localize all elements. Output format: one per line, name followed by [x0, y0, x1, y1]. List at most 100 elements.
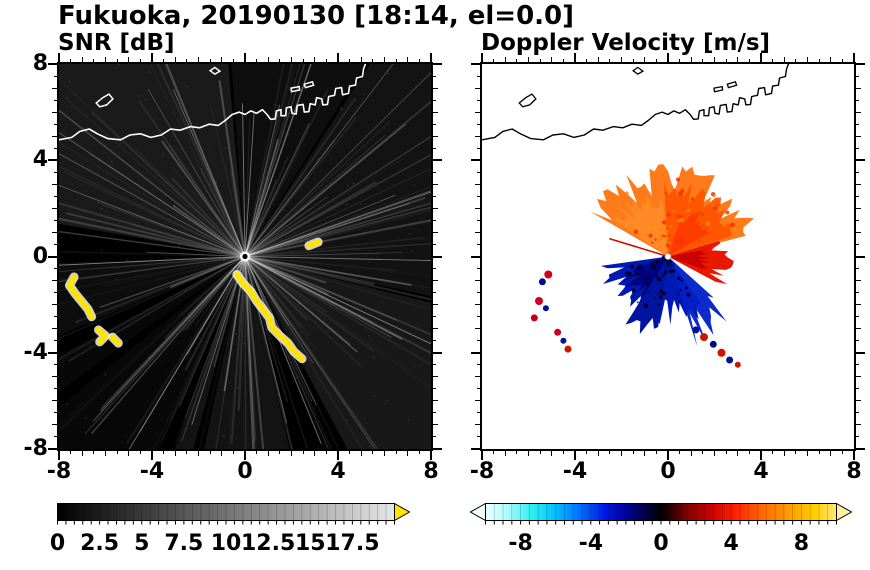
axis-tick	[477, 316, 480, 318]
axis-tick	[52, 207, 57, 209]
axis-tick	[54, 219, 57, 221]
axis-tick	[325, 451, 327, 454]
axis-tick	[52, 135, 57, 137]
axis-tick	[475, 400, 480, 402]
axis-tick	[433, 412, 436, 414]
axis-tick	[471, 351, 480, 354]
axis-tick	[818, 59, 820, 62]
axis-tick	[433, 351, 442, 354]
axis-tick	[430, 53, 432, 62]
doppler-panel-title: Doppler Velocity [m/s]	[481, 30, 771, 56]
doppler-colorbar-label: -8	[508, 531, 533, 556]
axis-tick	[856, 400, 861, 402]
axis-tick	[471, 255, 480, 258]
axis-tick	[856, 99, 859, 101]
snr-y-tick-label: 0	[32, 243, 48, 269]
axis-tick	[856, 364, 859, 366]
axis-tick	[221, 57, 223, 62]
axis-tick	[748, 59, 750, 62]
axis-tick	[48, 351, 57, 354]
axis-tick	[433, 135, 438, 137]
axis-tick	[632, 59, 634, 62]
snr-colorbar-label: 12.5	[240, 531, 296, 556]
doppler-plot-frame	[471, 53, 865, 460]
axis-tick	[279, 451, 281, 454]
axis-tick	[256, 59, 258, 62]
axis-tick	[105, 451, 106, 456]
axis-tick	[433, 388, 436, 390]
axis-tick	[433, 340, 436, 342]
axis-tick	[477, 292, 480, 294]
axis-tick	[856, 255, 865, 258]
axis-tick	[267, 57, 269, 62]
axis-tick	[853, 53, 855, 62]
axis-tick	[714, 451, 715, 456]
axis-tick	[516, 451, 518, 454]
axis-tick	[116, 59, 118, 62]
axis-tick	[52, 231, 57, 233]
axis-tick	[679, 59, 681, 62]
axis-tick	[783, 451, 785, 456]
axis-tick	[856, 207, 861, 209]
axis-tick	[48, 159, 57, 162]
axis-tick	[105, 57, 106, 62]
axis-tick	[725, 59, 727, 62]
axis-tick	[221, 451, 223, 456]
axis-tick	[475, 207, 480, 209]
doppler-coastline	[482, 64, 790, 141]
axis-tick	[433, 328, 438, 330]
axis-tick	[349, 59, 351, 62]
axis-tick	[198, 57, 199, 62]
doppler-x-tick-label: -8	[469, 459, 495, 484]
snr-y-tick-label: -8	[23, 436, 48, 461]
axis-tick	[52, 111, 57, 113]
doppler-x-tick-label: 0	[660, 459, 676, 484]
axis-tick	[337, 451, 339, 460]
axis-tick	[128, 451, 130, 456]
axis-tick	[54, 99, 57, 101]
axis-tick	[760, 53, 762, 62]
axis-tick	[856, 171, 859, 173]
axis-tick	[267, 451, 269, 456]
axis-tick	[760, 451, 762, 460]
axis-tick	[433, 268, 436, 270]
axis-tick	[475, 376, 480, 378]
axis-tick	[256, 451, 258, 454]
axis-tick	[54, 171, 57, 173]
axis-tick	[471, 63, 480, 65]
axis-tick	[856, 75, 859, 77]
axis-tick	[551, 57, 553, 62]
snr-x-tick-label: 0	[237, 459, 253, 484]
snr-ground-clutter	[65, 237, 323, 364]
axis-tick	[186, 59, 188, 62]
axis-tick	[54, 412, 57, 414]
doppler-radar-image	[482, 64, 854, 449]
axis-tick	[667, 53, 669, 62]
colorbar-over-arrow	[836, 502, 853, 522]
axis-tick	[737, 451, 739, 456]
axis-tick	[856, 183, 861, 185]
axis-tick	[430, 451, 432, 460]
doppler-x-tick-label: -4	[562, 459, 588, 484]
axis-tick	[856, 147, 859, 149]
axis-tick	[433, 87, 438, 89]
doppler-x-tick-label: 8	[846, 459, 862, 484]
axis-tick	[856, 243, 859, 245]
axis-tick	[679, 451, 681, 454]
axis-tick	[477, 268, 480, 270]
axis-tick	[209, 59, 211, 62]
axis-tick	[54, 388, 57, 390]
snr-y-tick-label: 8	[32, 51, 48, 76]
axis-tick	[433, 207, 438, 209]
axis-tick	[856, 111, 861, 113]
doppler-colorbar-label: 4	[723, 531, 739, 556]
axis-tick	[856, 448, 865, 450]
axis-tick	[856, 123, 859, 125]
axis-tick	[186, 451, 188, 454]
axis-tick	[433, 292, 436, 294]
axis-tick	[856, 424, 861, 426]
snr-radial-beams	[59, 64, 431, 449]
axis-tick	[48, 63, 57, 65]
axis-tick	[433, 243, 436, 245]
snr-panel-title: SNR [dB]	[58, 30, 175, 56]
